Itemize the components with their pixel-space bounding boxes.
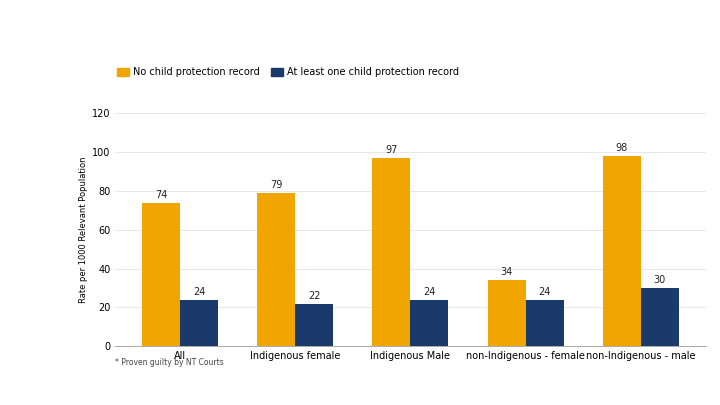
Text: * Proven guilty by NT Courts: * Proven guilty by NT Courts [115,358,224,367]
Text: Northern
Territory
Government: Northern Territory Government [30,59,82,90]
Bar [295,304,333,346]
Text: ✿: ✿ [45,20,66,44]
Text: 24: 24 [539,287,551,297]
Text: 30: 30 [654,275,666,285]
Bar [603,156,641,346]
Bar [526,300,564,346]
Bar [372,158,410,346]
Bar [487,280,526,346]
Text: 24: 24 [193,287,205,297]
Bar [257,193,295,346]
Text: 34: 34 [500,267,513,277]
Bar [641,288,679,346]
Bar [410,300,449,346]
Bar [180,300,218,346]
Text: 74: 74 [155,190,167,200]
Text: 97: 97 [385,145,397,155]
Text: Related Offences (ANZSOC Division 14): Related Offences (ANZSOC Division 14) [130,62,498,81]
Bar [142,202,180,346]
Text: DEPARTMENT OF THE ATTORNEY-GENERAL AND JUSTICE: DEPARTMENT OF THE ATTORNEY-GENERAL AND J… [14,380,384,393]
Text: 98: 98 [616,143,628,153]
Text: 24: 24 [423,287,436,297]
Text: Offending* Rate Per 1000 Relevant Population: Traffic: Offending* Rate Per 1000 Relevant Popula… [130,21,636,39]
Legend: No child protection record, At least one child protection record: No child protection record, At least one… [117,67,459,77]
Y-axis label: Rate per 1000 Relevant Population: Rate per 1000 Relevant Population [78,157,88,303]
Text: 79: 79 [270,180,282,190]
Text: 22: 22 [308,291,320,301]
